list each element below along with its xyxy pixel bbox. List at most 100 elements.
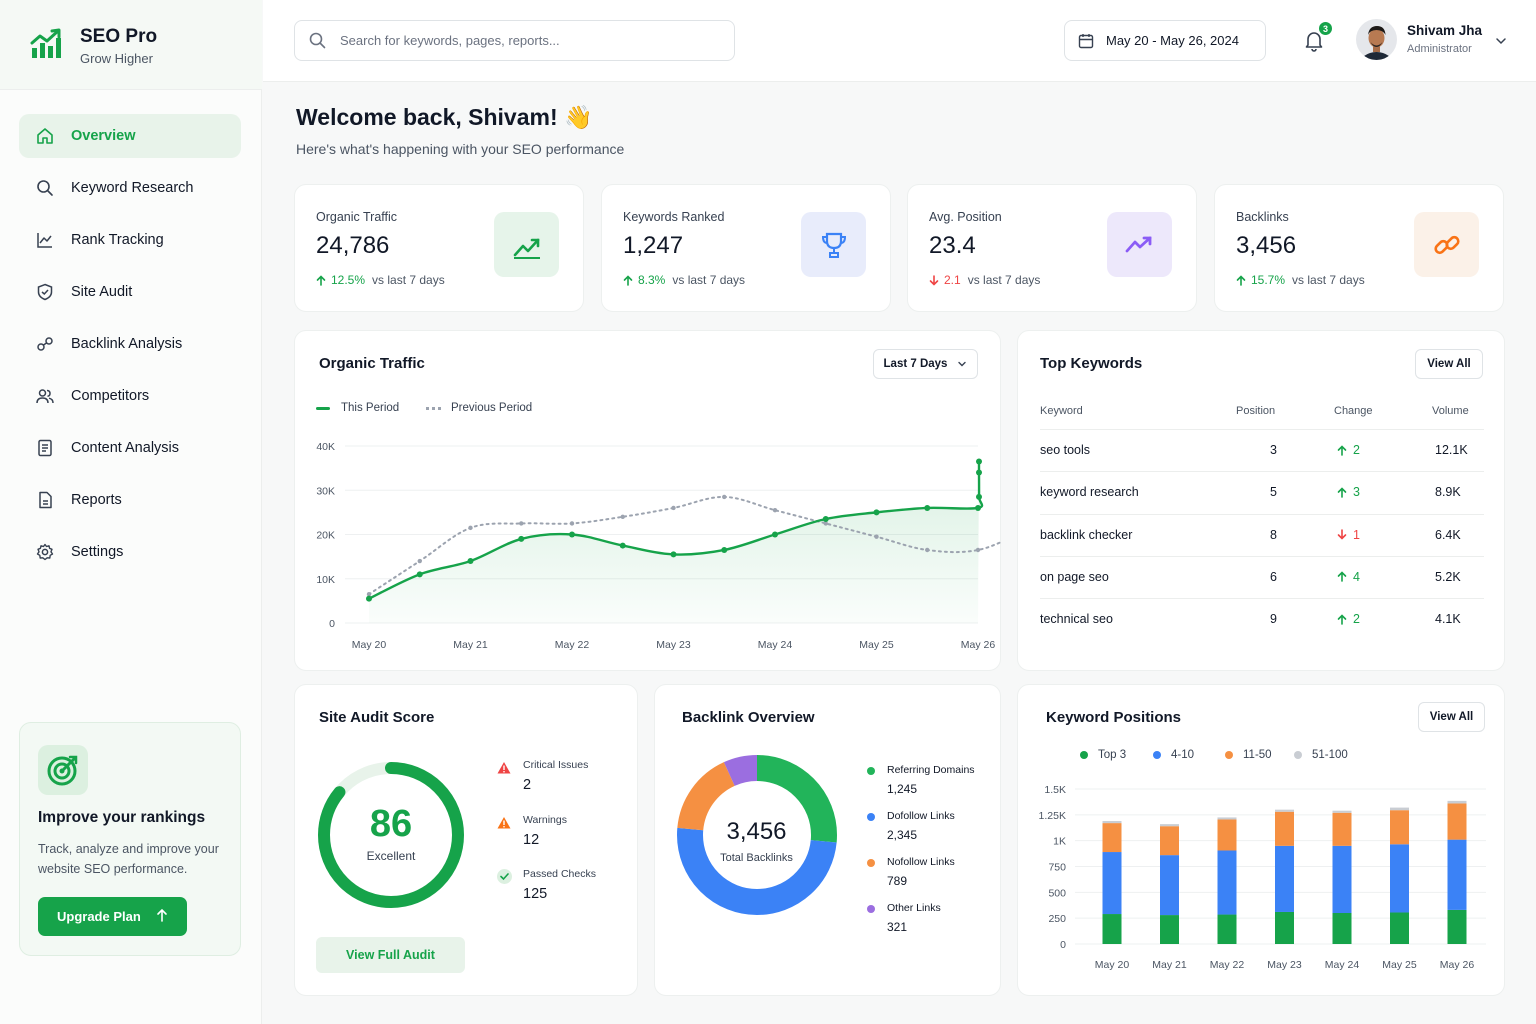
position-cell: 5: [1270, 485, 1277, 500]
target-icon: [38, 745, 88, 795]
sidebar: SEO Pro Grow Higher Overview Keyword Rese…: [0, 0, 262, 1024]
legend-this-period: This Period: [316, 402, 399, 414]
this-period-point: [467, 558, 474, 565]
y-tick-label: 1.5K: [1044, 784, 1066, 796]
change-value: 3: [1353, 485, 1360, 500]
bar-segment: [1160, 824, 1179, 827]
this-period-point: [772, 531, 778, 538]
sidebar-item-site-audit[interactable]: Site Audit: [19, 270, 241, 314]
link-icon: [1414, 212, 1479, 277]
keyword-positions-view-all-button[interactable]: View All: [1418, 702, 1485, 732]
calendar-icon: [1078, 33, 1094, 48]
x-tick-label: May 21: [453, 639, 488, 651]
top-keywords-title: Top Keywords: [1040, 355, 1143, 372]
avatar[interactable]: [1356, 19, 1397, 60]
bar-segment: [1217, 819, 1237, 851]
bar-segment: [1160, 915, 1179, 944]
sidebar-item-backlink-analysis[interactable]: Backlink Analysis: [19, 322, 241, 366]
kw-header-position: Position: [1236, 405, 1276, 417]
view-full-audit-button[interactable]: View Full Audit: [316, 937, 465, 973]
y-tick-label: 40K: [316, 441, 335, 453]
file-icon: [39, 491, 52, 509]
keyword-positions-title: Keyword Positions: [1046, 709, 1182, 726]
search-icon: [309, 32, 326, 49]
brand-name: SEO Pro: [80, 26, 158, 47]
organic-traffic-card: Organic Traffic Last 7 Days This Period …: [294, 330, 1002, 671]
trophy-icon: [801, 212, 866, 277]
bar-segment: [1447, 800, 1467, 804]
bar-segment: [1447, 803, 1467, 840]
stat-value: 3,456: [1236, 232, 1297, 259]
date-range-dropdown[interactable]: Last 7 Days: [873, 349, 978, 379]
legend-this-period-label: This Period: [341, 402, 400, 414]
critical-issues-label: Critical Issues: [523, 759, 589, 771]
volume-cell: 6.4K: [1435, 527, 1461, 542]
sidebar-item-keyword-research[interactable]: Keyword Research: [19, 166, 241, 210]
site-audit-card: Site Audit Score 86 Excellent Critical I…: [294, 684, 638, 996]
sidebar-item-rank-tracking[interactable]: Rank Tracking: [19, 218, 241, 262]
bar-segment: [1275, 911, 1294, 944]
legend-label: 11-50: [1243, 749, 1272, 761]
keyword-cell: technical seo: [1040, 612, 1113, 627]
top-keywords-view-all-button[interactable]: View All: [1415, 349, 1483, 379]
sidebar-item-label: Competitors: [71, 388, 150, 404]
date-range-dropdown-label: Last 7 Days: [883, 358, 948, 370]
sidebar-item-overview[interactable]: Overview: [19, 114, 241, 158]
table-row[interactable]: keyword research 5 3 8.9K: [1040, 471, 1484, 513]
y-tick-label: 30K: [316, 485, 335, 497]
table-row[interactable]: seo tools 3 2 12.1K: [1040, 429, 1484, 471]
brand-header: SEO Pro Grow Higher: [0, 0, 262, 90]
table-row[interactable]: on page seo 6 4 5.2K: [1040, 555, 1484, 598]
previous-period-point: [417, 558, 422, 564]
sidebar-item-label: Overview: [71, 128, 136, 144]
arrow-up-icon: [1236, 274, 1246, 286]
this-period-point: [416, 571, 423, 578]
upgrade-plan-button[interactable]: Upgrade Plan: [38, 897, 187, 936]
dofollow-links-label: Dofollow Links: [887, 810, 955, 822]
stat-change-caption: vs last 7 days: [1292, 273, 1365, 287]
sidebar-item-label: Site Audit: [71, 284, 133, 300]
arrow-up-icon: [157, 908, 167, 922]
sidebar-item-reports[interactable]: Reports: [19, 478, 241, 522]
this-period-point: [975, 504, 981, 511]
previous-period-point: [519, 521, 524, 526]
search-box[interactable]: [294, 20, 735, 61]
search-input[interactable]: [340, 33, 710, 48]
table-row[interactable]: technical seo 9 2 4.1K: [1040, 598, 1484, 640]
topbar: May 20 - May 26, 2024 3 Shivam Jha Admin…: [263, 0, 1536, 82]
date-range-picker[interactable]: May 20 - May 26, 2024: [1064, 20, 1266, 61]
stat-change-value: 8.3%: [638, 273, 666, 287]
x-tick-label: May 25: [859, 639, 894, 651]
chart-line-icon: [37, 233, 52, 248]
arrow-down-icon: [929, 274, 939, 286]
bar-segment: [1390, 912, 1409, 944]
stat-card-avg-position: Avg. Position 23.4 2.1 vs last 7 days: [907, 184, 1197, 312]
sidebar-item-competitors[interactable]: Competitors: [19, 374, 241, 418]
this-period-point: [518, 535, 525, 542]
sidebar-item-label: Backlink Analysis: [71, 336, 183, 352]
sidebar-item-content-analysis[interactable]: Content Analysis: [19, 426, 241, 470]
stat-change: 15.7% vs last 7 days: [1236, 273, 1365, 287]
bell-icon[interactable]: [1302, 28, 1326, 52]
x-tick-label: May 26: [961, 639, 996, 651]
bar-segment: [1390, 844, 1409, 913]
warnings-value: 12: [523, 832, 540, 848]
link-icon: [37, 337, 53, 351]
keyword-cell: backlink checker: [1040, 527, 1133, 542]
bar-segment: [1102, 914, 1122, 944]
legend-dot-nofollow: [867, 859, 875, 867]
change-cell: 2: [1337, 443, 1360, 457]
backlink-overview-card: Backlink Overview 3,456 Total Backlinks …: [654, 684, 1001, 996]
stat-change-caption: vs last 7 days: [672, 273, 746, 287]
brand-tagline: Grow Higher: [80, 51, 153, 66]
y-tick-label: 500: [1048, 887, 1066, 899]
table-row[interactable]: backlink checker 8 1 6.4K: [1040, 513, 1484, 556]
change-cell: 3: [1337, 485, 1360, 499]
sidebar-item-settings[interactable]: Settings: [19, 530, 241, 574]
chevron-down-icon[interactable]: [1494, 34, 1508, 48]
this-period-point: [721, 546, 728, 553]
chevron-down-icon: [958, 361, 967, 367]
previous-period-line: [368, 495, 1002, 596]
bar-segment: [1275, 845, 1294, 912]
organic-traffic-chart: 0 10K 20K 30K 40K May 20 May 21 May 22 May 23 May…: [316, 441, 1002, 651]
